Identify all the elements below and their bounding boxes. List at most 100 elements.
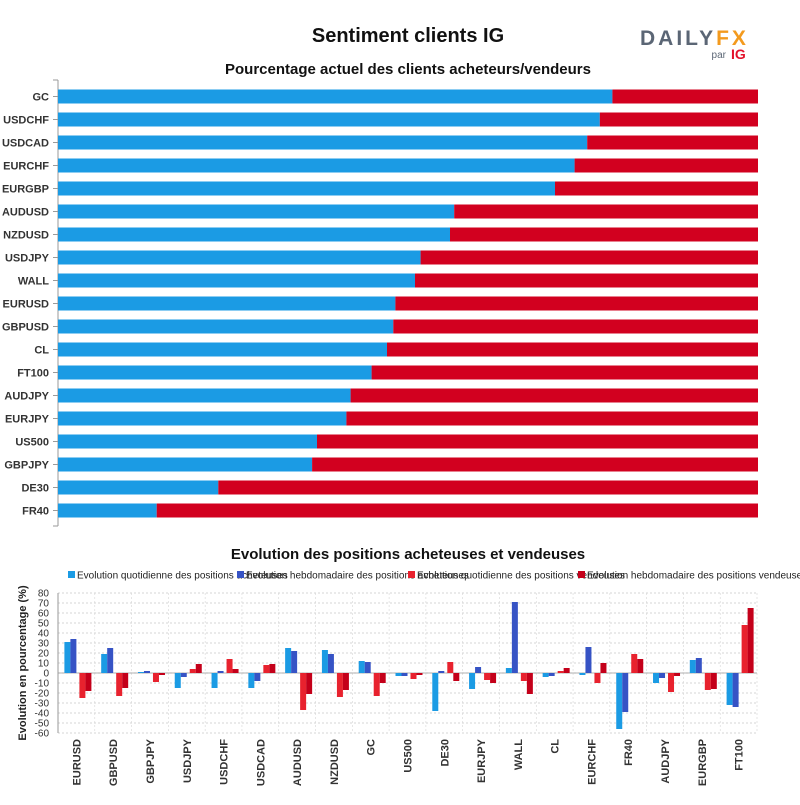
evolution-bar-weekly_sell (710, 673, 717, 689)
evolution-bar-weekly_sell (158, 673, 165, 675)
evolution-bar-daily_sell (189, 669, 196, 673)
ratio-bar-sell (317, 434, 758, 449)
evolution-bar-daily_buy (432, 673, 439, 711)
legend-label-weekly_sell: Evolution hebdomadaire des positions ven… (587, 571, 800, 582)
evolution-bar-daily_buy (248, 673, 255, 688)
evolution-bar-weekly_buy (70, 639, 77, 673)
evolution-bar-daily_sell (300, 673, 307, 710)
chart2-y-tick-label: -20 (35, 689, 50, 700)
chart2-y-tick-label: -30 (35, 699, 50, 710)
evolution-bar-weekly_buy (327, 654, 334, 673)
chart2-category-label: FT100 (734, 739, 746, 771)
ratio-bar-sell (555, 181, 758, 196)
evolution-bar-daily_buy (101, 654, 108, 673)
evolution-bar-weekly_sell (563, 668, 570, 673)
legend-label-weekly_buy: Evolution hebdomadaire des positions ach… (246, 571, 469, 582)
ratio-bar-buy (58, 89, 613, 104)
chart1-category-label: GBPUSD (2, 322, 49, 334)
chart1-category-label: NZDUSD (3, 230, 49, 242)
evolution-bar-daily_buy (321, 650, 328, 673)
legend-swatch-weekly_sell (578, 571, 585, 578)
ratio-bar-buy (58, 227, 450, 242)
chart1-category-label: EURCHF (3, 161, 49, 173)
evolution-bar-weekly_sell (490, 673, 497, 683)
chart2-y-tick-label: -50 (35, 719, 50, 730)
chart2-y-tick-label: 0 (43, 669, 49, 680)
logo-sub: par (712, 50, 727, 61)
evolution-bar-daily_sell (668, 673, 675, 692)
chart2-y-tick-label: -60 (35, 729, 50, 740)
evolution-bar-weekly_buy (475, 667, 482, 673)
chart1-category-label: GBPJPY (4, 460, 49, 472)
evolution-bar-daily_sell (336, 673, 343, 697)
ratio-bar-chart: GC USDCHF USDCAD EURCHF EURGBP AUDUSD NZDUSD US… (2, 79, 759, 527)
evolution-bar-weekly_sell (674, 673, 681, 676)
evolution-bar-daily_buy (653, 673, 660, 683)
evolution-bar-weekly_sell (637, 659, 644, 673)
chart2-category-label: US500 (403, 739, 415, 773)
chart2-y-tick-label: 60 (38, 609, 50, 620)
ratio-bar-sell (612, 89, 758, 104)
chart1-category-label: FR40 (22, 506, 49, 518)
logo-brand: DAILYFX (640, 27, 749, 50)
evolution-bar-daily_sell (116, 673, 123, 696)
chart2-category-label: CL (550, 739, 562, 754)
chart1-category-label: US500 (15, 437, 49, 449)
logo-brand-daily: DAILY (640, 27, 716, 50)
chart1-category-label: USDCAD (2, 138, 49, 150)
ratio-bar-buy (58, 480, 219, 495)
evolution-bar-daily_buy (542, 673, 549, 677)
evolution-bar-daily_sell (410, 673, 417, 679)
ratio-bar-buy (58, 204, 455, 219)
ratio-bar-buy (58, 296, 396, 311)
page-title: Sentiment clients IG (312, 25, 504, 47)
chart1-category-label: EURGBP (2, 184, 49, 196)
evolution-bar-weekly_sell (232, 669, 239, 673)
evolution-bar-daily_sell (373, 673, 380, 696)
evolution-bar-weekly_buy (107, 648, 114, 673)
chart2-category-label: GBPUSD (108, 739, 120, 786)
evolution-bar-daily_buy (689, 660, 696, 673)
chart2-y-tick-label: 10 (38, 659, 50, 670)
chart2-category-label: EURJPY (476, 738, 488, 783)
ratio-bar-buy (58, 250, 421, 265)
evolution-bar-daily_sell (79, 673, 86, 698)
ratio-bar-sell (218, 480, 759, 495)
evolution-bar-weekly_sell (269, 664, 276, 673)
evolution-bar-daily_sell (631, 654, 638, 673)
evolution-bar-weekly_sell (195, 664, 202, 673)
chart2-category-label: NZDUSD (329, 739, 341, 785)
ratio-bar-sell (420, 250, 758, 265)
chart2-category-label: USDCHF (219, 739, 231, 785)
chart1-category-label: CL (34, 345, 49, 357)
chart2-y-tick-label: 30 (38, 639, 50, 650)
ratio-bar-sell (415, 273, 758, 288)
evolution-bar-weekly_buy (143, 671, 150, 673)
chart2-category-label: USDCAD (255, 739, 267, 786)
evolution-bar-weekly_buy (401, 673, 408, 676)
chart2-category-label: GBPJPY (145, 738, 157, 783)
evolution-bar-daily_sell (484, 673, 491, 680)
chart2-y-axis-label: Evolution en pourcentage (%) (17, 585, 29, 741)
ratio-bar-buy (58, 365, 372, 380)
evolution-bar-daily_sell (594, 673, 601, 683)
evolution-bar-weekly_buy (548, 673, 555, 676)
evolution-bar-weekly_sell (526, 673, 533, 694)
ratio-bar-buy (58, 135, 588, 150)
chart1-category-label: USDJPY (5, 253, 50, 265)
ratio-bar-sell (156, 503, 758, 518)
ratio-bar-buy (58, 434, 317, 449)
logo-brand-fx: FX (716, 27, 749, 50)
ratio-bar-buy (58, 342, 387, 357)
evolution-bar-daily_buy (174, 673, 181, 688)
evolution-bar-daily_sell (520, 673, 527, 681)
chart1-category-label: FT100 (17, 368, 49, 380)
evolution-bar-weekly_sell (379, 673, 386, 683)
chart1-category-label: DE30 (21, 483, 49, 495)
chart2-y-tick-label: 50 (38, 619, 50, 630)
evolution-bar-daily_buy (64, 642, 71, 673)
evolution-bar-weekly_sell (85, 673, 92, 691)
evolution-bar-weekly_sell (306, 673, 313, 694)
ratio-bar-sell (574, 158, 758, 173)
